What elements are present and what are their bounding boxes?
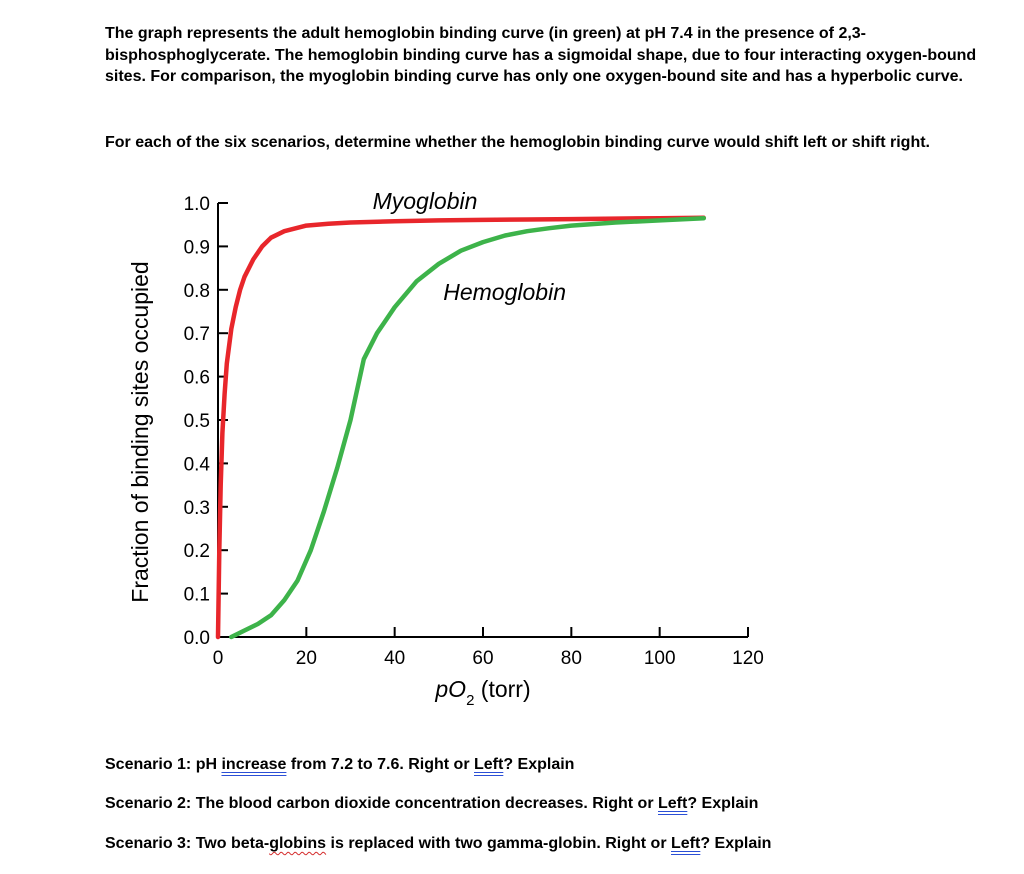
y-tick-label: 0.3 — [184, 498, 210, 519]
myoglobin-curve — [215, 215, 707, 640]
scenario-3-spellcheck-word: globins — [269, 835, 327, 852]
scenario-3-text-end: ? Explain — [700, 835, 772, 852]
scenario-3-text: Scenario 3: Two beta- — [105, 835, 270, 852]
scenario-1-text: Scenario 1: pH — [105, 756, 222, 773]
oxygen-binding-chart: 0.0 0.1 0.2 0.3 0.4 0.5 0.6 0.7 0.8 0.9 1.0 0 20 40 60… — [127, 188, 764, 709]
y-axis-title: Fraction of binding sites occupied — [127, 261, 153, 602]
x-axis-title: pO2 (torr) — [434, 676, 530, 709]
scenario-2-emphasis: Left — [658, 795, 688, 812]
scenario-1-text-mid: from 7.2 to 7.6. Right or — [286, 756, 474, 773]
x-tick-label: 40 — [384, 648, 405, 669]
y-tick-label: 0.6 — [184, 368, 210, 389]
y-tick-label: 0.0 — [184, 628, 210, 649]
x-tick-label: 120 — [732, 648, 764, 669]
scenario-2-text: Scenario 2: The blood carbon dioxide con… — [105, 795, 658, 812]
x-tick-label: 80 — [561, 648, 582, 669]
x-tick-label: 100 — [644, 648, 676, 669]
y-tick-label: 0.5 — [184, 411, 210, 432]
x-tick-label: 0 — [213, 648, 224, 669]
y-tick-label: 0.8 — [184, 281, 210, 302]
scenario-2: Scenario 2: The blood carbon dioxide con… — [105, 794, 758, 814]
scenario-3: Scenario 3: Two beta-globins is replaced… — [105, 834, 771, 854]
instructions-paragraph: For each of the six scenarios, determine… — [105, 134, 930, 151]
scenario-3-text-mid: is replaced with two gamma-globin. Right… — [326, 835, 671, 852]
chart-series — [215, 215, 707, 640]
y-tick-label: 0.7 — [184, 324, 210, 345]
scenario-3-emphasis-2: Left — [671, 835, 701, 852]
y-tick-label: 0.9 — [184, 237, 210, 258]
y-tick-label: 0.1 — [184, 585, 210, 606]
y-tick-label: 1.0 — [184, 194, 210, 215]
scenario-1-emphasis: increase — [221, 756, 287, 773]
intro-paragraph: The graph represents the adult hemoglobi… — [105, 25, 977, 85]
y-tick-label: 0.2 — [184, 541, 210, 562]
chart-axes: 0.0 0.1 0.2 0.3 0.4 0.5 0.6 0.7 0.8 0.9 1.0 0 20 40 60… — [184, 194, 764, 669]
chart-labels: Fraction of binding sites occupied pO2 (t… — [127, 188, 566, 709]
hemoglobin-curve — [229, 215, 707, 640]
myoglobin-label: Myoglobin — [373, 188, 478, 214]
scenario-1: Scenario 1: pH increase from 7.2 to 7.6.… — [105, 755, 574, 775]
x-tick-label: 60 — [472, 648, 493, 669]
x-tick-label: 20 — [296, 648, 317, 669]
scenario-2-text-end: ? Explain — [687, 795, 759, 812]
hemoglobin-label: Hemoglobin — [443, 279, 566, 305]
y-tick-label: 0.4 — [184, 454, 211, 475]
scenario-1-emphasis-2: Left — [474, 756, 504, 773]
scenario-1-text-end: ? Explain — [503, 756, 575, 773]
